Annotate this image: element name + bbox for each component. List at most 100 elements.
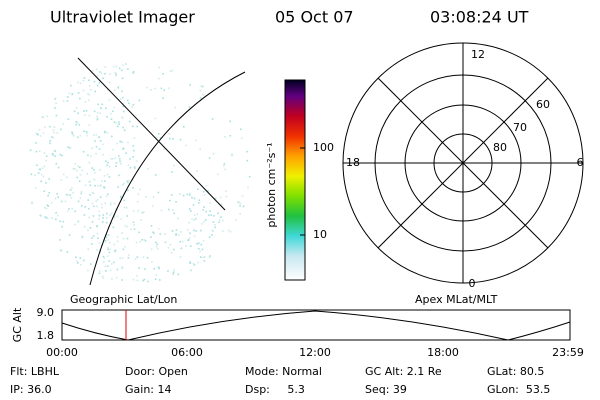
speckle <box>68 208 70 210</box>
speckle <box>174 106 177 109</box>
speckle <box>88 207 90 210</box>
speckle <box>190 210 192 212</box>
speckle <box>123 199 125 202</box>
speckle <box>199 148 201 150</box>
speckle <box>229 135 232 137</box>
speckle <box>96 233 99 235</box>
speckle <box>81 169 83 172</box>
speckle <box>45 159 47 162</box>
speckle <box>81 235 84 237</box>
speckle <box>115 122 118 124</box>
speckle <box>100 107 102 110</box>
lat-label: 70 <box>513 121 527 134</box>
speckle <box>91 191 94 194</box>
speckle <box>214 226 216 229</box>
speckle <box>128 179 131 182</box>
speckle <box>40 180 42 183</box>
speckle <box>205 184 208 187</box>
speckle <box>147 280 149 283</box>
speckle <box>91 167 93 169</box>
speckle <box>213 215 215 217</box>
speckle <box>96 249 98 251</box>
speckle <box>180 231 182 233</box>
speckle <box>74 223 76 226</box>
speckle <box>49 142 51 145</box>
speckle <box>198 247 200 250</box>
speckle <box>114 71 116 74</box>
speckle <box>97 185 99 187</box>
speckle <box>219 216 222 218</box>
speckle <box>111 263 113 265</box>
speckle <box>81 236 84 238</box>
status-field: Gain: 14 <box>125 383 172 396</box>
speckle <box>177 273 179 276</box>
speckle <box>76 136 79 139</box>
speckle <box>72 135 75 137</box>
speckle <box>110 112 112 115</box>
speckle <box>55 162 58 165</box>
speckle <box>138 267 140 269</box>
speckle <box>139 240 141 243</box>
speckle <box>67 146 69 149</box>
speckle <box>132 210 135 212</box>
status-field: Mode: Normal <box>245 365 322 378</box>
speckle <box>114 249 117 252</box>
speckle <box>188 221 190 224</box>
speckle <box>93 169 95 171</box>
speckle <box>214 224 216 226</box>
status-field: Seq: 39 <box>365 383 407 396</box>
speckle <box>179 138 182 141</box>
speckle <box>121 141 123 143</box>
speckle <box>209 210 211 212</box>
speckle <box>79 257 82 259</box>
speckle <box>193 197 196 200</box>
speckle <box>133 149 135 152</box>
speckle <box>100 72 103 75</box>
speckle <box>102 77 104 80</box>
speckle <box>102 255 105 258</box>
speckle <box>239 202 242 205</box>
speckle <box>107 193 109 196</box>
speckle <box>53 131 55 134</box>
speckle <box>175 233 177 235</box>
speckle <box>68 234 71 236</box>
speckle <box>136 279 139 282</box>
speckle <box>189 192 191 195</box>
speckle <box>76 121 79 124</box>
speckle <box>31 201 33 204</box>
speckle <box>235 219 237 221</box>
speckle <box>108 260 110 262</box>
speckle <box>113 89 116 91</box>
speckle <box>79 82 82 85</box>
speckle <box>210 214 212 216</box>
speckle <box>35 150 38 153</box>
speckle <box>64 200 67 203</box>
speckle <box>147 168 149 170</box>
speckle <box>189 232 191 235</box>
speckle <box>172 209 174 211</box>
speckle <box>122 64 124 66</box>
alt-tick-label: 1.8 <box>37 329 55 342</box>
speckle <box>110 158 112 160</box>
speckle <box>103 187 106 189</box>
speckle <box>57 166 60 169</box>
speckle <box>201 223 203 225</box>
speckle <box>120 98 122 100</box>
speckle <box>98 214 101 217</box>
speckle <box>202 256 205 259</box>
speckle <box>67 96 69 98</box>
speckle <box>119 160 121 162</box>
speckle <box>136 200 139 203</box>
speckle <box>83 130 85 133</box>
speckle <box>115 165 117 167</box>
speckle <box>47 194 49 197</box>
speckle <box>79 166 81 169</box>
speckle <box>72 192 74 194</box>
speckle <box>88 99 90 102</box>
speckle <box>157 227 160 230</box>
speckle <box>95 145 98 148</box>
speckle <box>90 89 92 91</box>
speckle <box>109 248 111 250</box>
speckle <box>111 278 113 280</box>
speckle <box>79 97 81 100</box>
